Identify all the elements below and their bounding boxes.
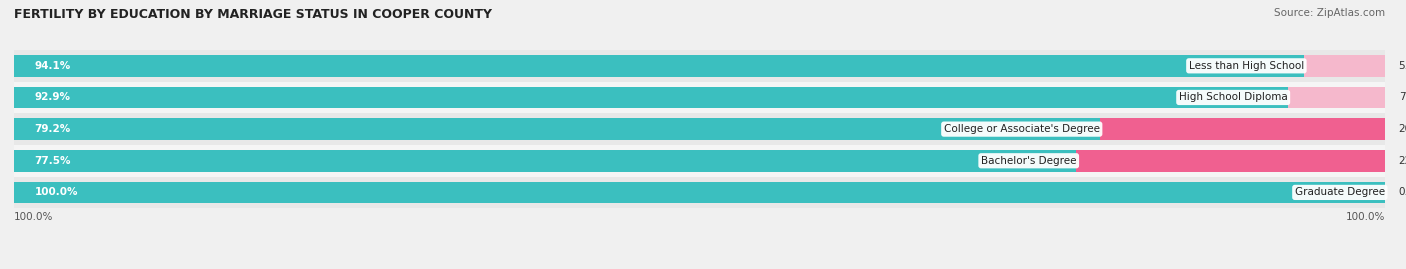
Text: 100.0%: 100.0% (1346, 212, 1385, 222)
Bar (14, 118, 1099, 140)
Bar (1099, 118, 1385, 140)
Text: 5.9%: 5.9% (1399, 61, 1406, 71)
Text: Less than High School: Less than High School (1189, 61, 1303, 71)
Text: 77.5%: 77.5% (35, 156, 72, 166)
Bar (14, 182, 1385, 203)
Bar (1288, 87, 1385, 108)
Text: 22.5%: 22.5% (1399, 156, 1406, 166)
Bar (1303, 55, 1385, 77)
Text: FERTILITY BY EDUCATION BY MARRIAGE STATUS IN COOPER COUNTY: FERTILITY BY EDUCATION BY MARRIAGE STATU… (14, 8, 492, 21)
Text: 92.9%: 92.9% (35, 93, 70, 102)
Text: 79.2%: 79.2% (35, 124, 70, 134)
Text: High School Diploma: High School Diploma (1178, 93, 1288, 102)
Bar (14, 113, 1385, 145)
Bar (14, 176, 1385, 208)
Text: Source: ZipAtlas.com: Source: ZipAtlas.com (1274, 8, 1385, 18)
Bar (14, 82, 1385, 113)
Bar (14, 145, 1385, 176)
Text: 94.1%: 94.1% (35, 61, 70, 71)
Text: 100.0%: 100.0% (14, 212, 53, 222)
Text: 100.0%: 100.0% (35, 187, 79, 197)
Bar (14, 55, 1303, 77)
Bar (14, 50, 1385, 82)
Bar (1077, 150, 1385, 172)
Text: 20.8%: 20.8% (1399, 124, 1406, 134)
Text: 0.0%: 0.0% (1399, 187, 1406, 197)
Bar (14, 150, 1077, 172)
Text: Graduate Degree: Graduate Degree (1295, 187, 1385, 197)
Text: College or Associate's Degree: College or Associate's Degree (943, 124, 1099, 134)
Text: Bachelor's Degree: Bachelor's Degree (981, 156, 1077, 166)
Text: 7.1%: 7.1% (1399, 93, 1406, 102)
Bar (14, 87, 1288, 108)
